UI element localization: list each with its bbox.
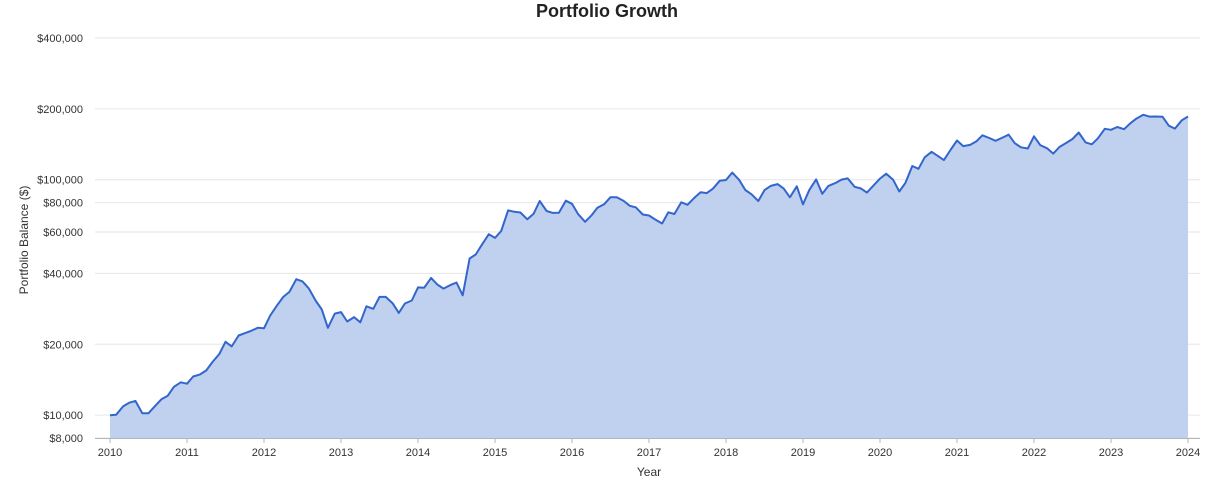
x-tick-label: 2024 [1176, 447, 1200, 459]
x-axis-title: Year [637, 465, 661, 479]
x-tick-label: 2020 [868, 447, 892, 459]
y-tick-label: $60,000 [43, 227, 83, 239]
plot-area [109, 113, 1189, 439]
x-tick-label: 2012 [252, 447, 276, 459]
y-tick-label: $200,000 [37, 104, 83, 116]
y-tick-label: $400,000 [37, 33, 83, 45]
x-tick-label: 2021 [945, 447, 969, 459]
x-axis-ticks: 2010 2011 2012 2013 2014 2015 2016 2017 2018 2019… [95, 438, 1200, 459]
x-tick-label: 2011 [175, 447, 199, 459]
area-fill [110, 114, 1188, 439]
x-tick-label: 2010 [98, 447, 122, 459]
y-tick-label: $20,000 [43, 339, 83, 351]
y-axis-ticks: $8,000 $10,000 $20,000 $40,000 $60,000 $80,00… [37, 33, 83, 445]
y-tick-label: $10,000 [43, 410, 83, 422]
x-tick-label: 2019 [791, 447, 815, 459]
x-tick-label: 2013 [329, 447, 353, 459]
x-tick-label: 2022 [1022, 447, 1046, 459]
series-line [109, 113, 1189, 417]
y-axis-title: Portfolio Balance ($) [17, 186, 31, 295]
x-tick-label: 2015 [483, 447, 507, 459]
x-tick-label: 2016 [560, 447, 584, 459]
y-tick-label: $40,000 [43, 268, 83, 280]
y-tick-label: $80,000 [43, 198, 83, 210]
x-tick-label: 2023 [1099, 447, 1123, 459]
x-tick-label: 2014 [406, 447, 430, 459]
x-tick-label: 2018 [714, 447, 738, 459]
chart-title: Portfolio Growth [536, 1, 678, 21]
x-tick-label: 2017 [637, 447, 661, 459]
y-tick-label: $8,000 [49, 433, 83, 445]
y-tick-label: $100,000 [37, 175, 83, 187]
